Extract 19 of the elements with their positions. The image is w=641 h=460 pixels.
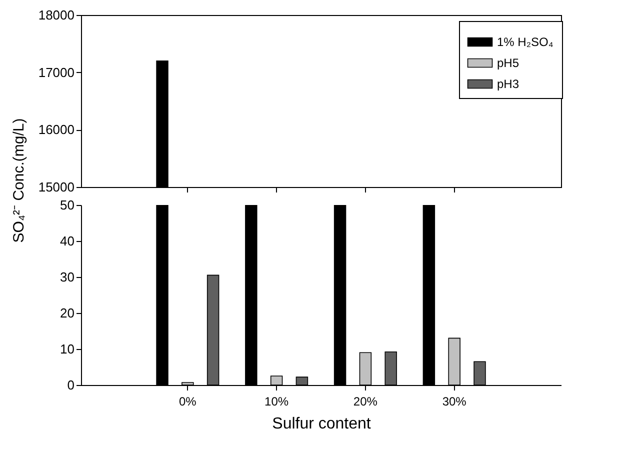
y-tick-label: 15000 bbox=[38, 180, 74, 194]
x-tick-label: 20% bbox=[353, 394, 378, 408]
y-tick-label: 16000 bbox=[38, 122, 74, 138]
legend-label: 1% H₂SO₄ bbox=[497, 35, 554, 49]
y-tick-label: 50 bbox=[60, 198, 74, 212]
y-tick-label: 30 bbox=[60, 270, 74, 284]
legend-label: pH5 bbox=[497, 56, 520, 70]
y-tick-label: 17000 bbox=[38, 64, 74, 80]
y-tick-label: 18000 bbox=[38, 8, 74, 22]
legend-label: pH3 bbox=[497, 77, 520, 91]
y-tick-label: 10 bbox=[60, 342, 74, 356]
y-tick-label: 0 bbox=[67, 378, 74, 392]
y-tick-label: 40 bbox=[60, 234, 74, 248]
x-tick-label: 10% bbox=[264, 394, 289, 408]
y-axis-title: SO₄²⁻ Conc.(mg/L) bbox=[10, 118, 28, 243]
x-tick-label: 0% bbox=[178, 394, 197, 408]
x-axis-title: Sulfur content bbox=[272, 416, 372, 432]
x-tick-label: 30% bbox=[442, 394, 467, 408]
y-tick-label: 20 bbox=[60, 306, 74, 320]
